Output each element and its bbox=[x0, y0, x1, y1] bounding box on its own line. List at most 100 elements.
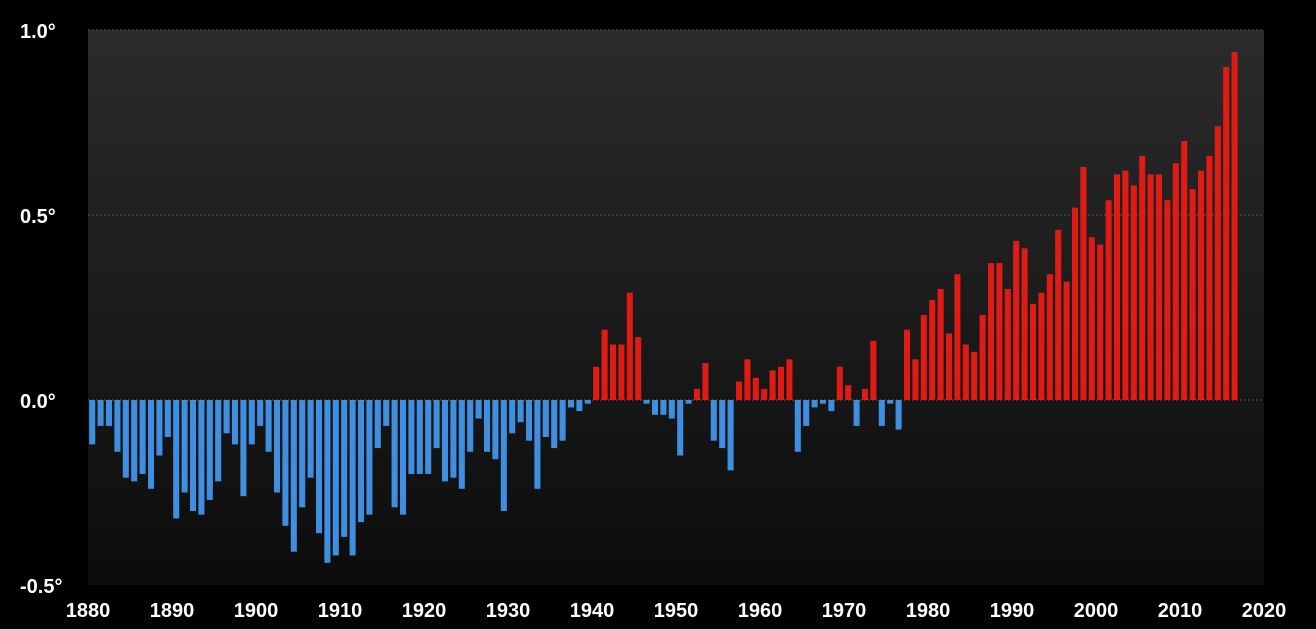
bar bbox=[173, 400, 180, 519]
bar bbox=[1097, 244, 1104, 400]
bar bbox=[996, 263, 1003, 400]
bar bbox=[290, 400, 297, 552]
bar bbox=[693, 388, 701, 400]
x-tick-label: 1880 bbox=[66, 600, 111, 622]
bar bbox=[987, 263, 995, 400]
bar bbox=[114, 400, 121, 452]
bar bbox=[819, 400, 827, 404]
bar bbox=[492, 400, 499, 460]
bar bbox=[744, 359, 751, 400]
bar bbox=[1071, 207, 1079, 400]
x-tick-label: 1930 bbox=[486, 600, 531, 622]
bar bbox=[895, 400, 902, 430]
bars bbox=[89, 52, 1238, 563]
bar bbox=[786, 359, 793, 400]
bar bbox=[1155, 174, 1163, 400]
bar bbox=[122, 400, 129, 478]
plot-area bbox=[88, 30, 1264, 585]
bar bbox=[1231, 52, 1238, 400]
bar bbox=[265, 400, 272, 452]
bar bbox=[450, 400, 457, 478]
bar bbox=[475, 400, 482, 419]
bar bbox=[702, 363, 709, 400]
bar bbox=[509, 400, 516, 434]
bar bbox=[164, 400, 171, 437]
bar bbox=[1189, 189, 1196, 400]
bar bbox=[315, 400, 323, 534]
bar bbox=[1038, 292, 1045, 400]
bar bbox=[912, 359, 919, 400]
bar bbox=[1113, 174, 1121, 400]
bar bbox=[1164, 200, 1171, 400]
x-tick-label: 2020 bbox=[1242, 600, 1287, 622]
bar bbox=[794, 400, 801, 452]
bar bbox=[391, 400, 398, 508]
bar bbox=[920, 314, 927, 400]
bar bbox=[1088, 237, 1095, 400]
x-tick-label: 2010 bbox=[1158, 600, 1203, 622]
bar bbox=[677, 400, 684, 456]
bar bbox=[1029, 303, 1037, 400]
bar bbox=[878, 400, 885, 426]
x-tick-label: 1900 bbox=[234, 600, 279, 622]
bar bbox=[853, 400, 860, 426]
bar bbox=[542, 400, 549, 437]
bar bbox=[215, 400, 222, 482]
bar bbox=[601, 329, 608, 400]
bar bbox=[660, 400, 667, 415]
bar bbox=[458, 400, 465, 489]
bar bbox=[273, 400, 281, 493]
bar bbox=[383, 400, 390, 426]
bar bbox=[299, 400, 306, 508]
bar bbox=[198, 400, 205, 515]
bar bbox=[567, 400, 575, 408]
bar bbox=[962, 344, 969, 400]
bar bbox=[357, 400, 365, 523]
bar bbox=[1197, 170, 1205, 400]
bar bbox=[181, 400, 188, 493]
y-tick-label: 1.0° bbox=[20, 21, 56, 43]
bar bbox=[609, 344, 617, 400]
bar bbox=[525, 400, 533, 441]
x-tick-label: 1970 bbox=[822, 600, 867, 622]
bar bbox=[870, 340, 877, 400]
bar bbox=[1181, 141, 1188, 400]
bar bbox=[366, 400, 373, 515]
bar bbox=[1105, 200, 1112, 400]
bar bbox=[584, 400, 591, 404]
bar bbox=[979, 314, 986, 400]
bar bbox=[929, 300, 936, 400]
x-tick-label: 1940 bbox=[570, 600, 615, 622]
bar bbox=[777, 366, 785, 400]
bar bbox=[416, 400, 423, 474]
x-tick-label: 1950 bbox=[654, 600, 699, 622]
bar bbox=[89, 400, 96, 445]
bar bbox=[1223, 67, 1230, 400]
x-tick-label: 1980 bbox=[906, 600, 951, 622]
bar bbox=[643, 400, 650, 404]
bar bbox=[635, 337, 642, 400]
bar bbox=[861, 388, 869, 400]
bar bbox=[441, 400, 449, 482]
bar bbox=[735, 381, 743, 400]
x-tick-label: 1960 bbox=[738, 600, 783, 622]
bar bbox=[719, 400, 726, 449]
bar bbox=[845, 385, 852, 400]
x-tick-label: 1920 bbox=[402, 600, 447, 622]
x-axis-ticks: 1880 1890 1900 1910 1920 1930 1940 1950 1960 1970… bbox=[66, 600, 1287, 622]
bar bbox=[1139, 155, 1146, 400]
bar bbox=[1046, 274, 1053, 400]
bar bbox=[1055, 229, 1062, 400]
x-tick-label: 2000 bbox=[1074, 600, 1119, 622]
bar bbox=[341, 400, 348, 537]
x-tick-label: 1990 bbox=[990, 600, 1035, 622]
bar bbox=[332, 400, 339, 556]
bar bbox=[231, 400, 239, 445]
bar bbox=[1063, 281, 1070, 400]
bar bbox=[1080, 166, 1087, 400]
bar bbox=[803, 400, 810, 426]
bar bbox=[206, 400, 213, 500]
bar bbox=[257, 400, 264, 426]
bar bbox=[1122, 170, 1129, 400]
bar bbox=[349, 400, 356, 556]
